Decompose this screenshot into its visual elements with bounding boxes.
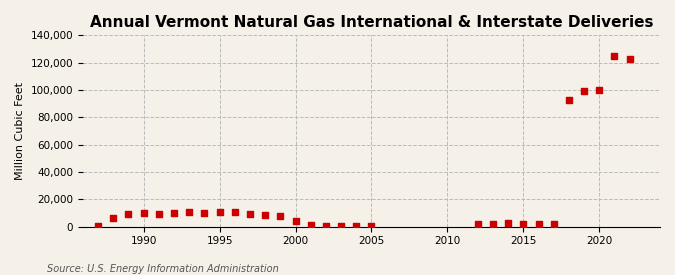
Point: [518, 222, 529, 226]
Point: [578, 89, 589, 94]
Point: [564, 97, 574, 102]
Point: [533, 222, 544, 227]
Point: [624, 56, 635, 61]
Point: [153, 211, 164, 216]
Point: [472, 222, 483, 227]
Point: [169, 211, 180, 215]
Text: Source: U.S. Energy Information Administration: Source: U.S. Energy Information Administ…: [47, 264, 279, 274]
Point: [92, 224, 103, 229]
Point: [548, 222, 559, 227]
Point: [321, 223, 331, 228]
Point: [503, 221, 514, 225]
Point: [138, 211, 149, 215]
Point: [351, 224, 362, 228]
Point: [594, 88, 605, 92]
Y-axis label: Million Cubic Feet: Million Cubic Feet: [15, 82, 25, 180]
Point: [487, 222, 498, 226]
Point: [199, 211, 210, 215]
Point: [335, 224, 346, 228]
Point: [609, 54, 620, 58]
Point: [108, 215, 119, 220]
Point: [275, 213, 286, 218]
Point: [244, 212, 255, 216]
Point: [123, 212, 134, 216]
Point: [260, 213, 271, 217]
Point: [305, 223, 316, 227]
Title: Annual Vermont Natural Gas International & Interstate Deliveries: Annual Vermont Natural Gas International…: [90, 15, 653, 30]
Point: [366, 224, 377, 228]
Point: [290, 219, 301, 223]
Point: [184, 210, 194, 214]
Point: [214, 209, 225, 214]
Point: [230, 210, 240, 214]
